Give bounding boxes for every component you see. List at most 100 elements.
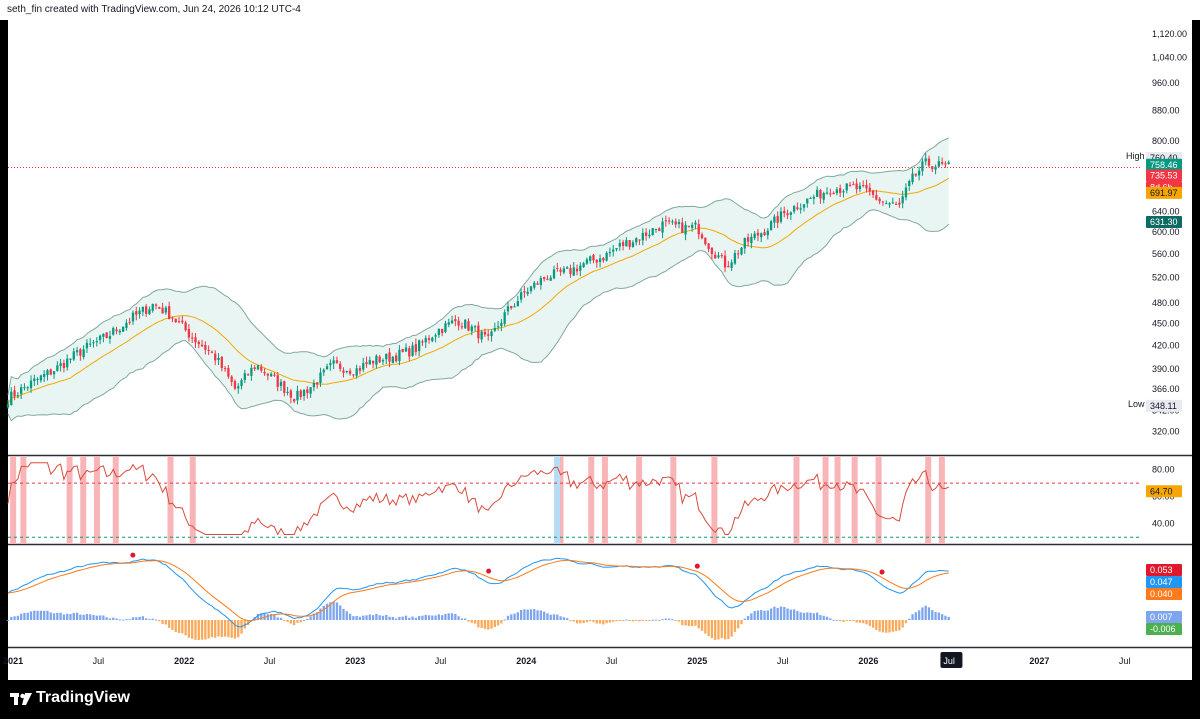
- candle-body: [612, 249, 615, 252]
- price-axis-tick: 420.00: [1152, 340, 1180, 350]
- candle-body: [253, 367, 256, 370]
- candle-body: [575, 268, 579, 272]
- candle-body: [700, 234, 704, 239]
- candle-body: [944, 163, 947, 165]
- candle-body: [697, 224, 700, 235]
- macd-histogram-bar: [832, 619, 835, 621]
- macd-histogram-bar: [753, 611, 756, 620]
- macd-cross-dot: [130, 552, 136, 558]
- last-price-value: 735.53: [1150, 171, 1178, 181]
- macd-histogram-bar: [306, 618, 309, 620]
- candle-body: [796, 207, 799, 210]
- macd-histogram-bar: [760, 610, 763, 620]
- macd-histogram-bar: [378, 615, 381, 620]
- candle-body: [447, 322, 450, 325]
- candle-body: [677, 222, 681, 225]
- macd-histogram-bar: [677, 620, 681, 622]
- macd-histogram-bar: [496, 620, 500, 626]
- macd-histogram-bar: [917, 610, 921, 620]
- time-axis-tick: 2024: [516, 656, 536, 666]
- macd-histogram-bar: [631, 620, 635, 622]
- rsi-overbought-highlight: [938, 456, 945, 544]
- candle-body: [569, 268, 572, 275]
- macd-histogram-bar: [651, 619, 654, 621]
- macd-histogram-bar: [411, 616, 414, 620]
- candle-body: [464, 319, 467, 329]
- candle-body: [138, 310, 141, 315]
- macd-histogram-bar: [325, 603, 329, 620]
- macd-histogram-bar: [470, 620, 473, 623]
- macd-histogram-bar: [398, 616, 401, 620]
- candle-body: [312, 382, 316, 388]
- macd-histogram-bar: [460, 618, 464, 620]
- candle-body: [29, 380, 33, 389]
- macd-histogram-bar: [355, 616, 358, 620]
- candle-body: [894, 203, 898, 205]
- macd-histogram-bar: [95, 615, 98, 620]
- macd-histogram-bar: [427, 615, 431, 620]
- macd-histogram-bar: [329, 602, 332, 620]
- candle-body: [260, 366, 263, 371]
- macd-histogram-bar: [286, 620, 289, 622]
- candle-body: [756, 232, 760, 236]
- candle-body: [556, 267, 559, 269]
- macd-histogram-bar: [727, 620, 730, 640]
- macd-histogram-bar: [164, 620, 168, 625]
- price-axis-tick: 800.00: [1152, 136, 1180, 146]
- rsi-overbought-highlight: [112, 456, 119, 544]
- candle-body: [608, 252, 612, 254]
- time-axis-tick: Jul: [93, 656, 105, 666]
- candle-body: [628, 240, 631, 247]
- candle-body: [36, 378, 39, 380]
- candle-body: [506, 306, 510, 312]
- candle-body: [118, 330, 121, 333]
- time-axis-tick: Jul: [435, 656, 447, 666]
- low-value: 348.11: [1150, 401, 1177, 411]
- macd-histogram-bar: [602, 620, 605, 625]
- candle-body: [151, 303, 154, 311]
- macd-histogram-bar: [904, 620, 908, 624]
- macd-histogram-bar: [207, 620, 210, 639]
- candle-body: [855, 183, 858, 190]
- macd-histogram-bar: [138, 616, 141, 620]
- macd-histogram-bar: [69, 614, 72, 620]
- macd-histogram-bar: [339, 605, 342, 620]
- macd-histogram-bar: [779, 606, 783, 620]
- macd-value-a: 0.053: [1150, 565, 1173, 575]
- candle-body: [62, 362, 66, 368]
- candle-body: [539, 278, 543, 286]
- chart-canvas[interactable]: 1,120.00 1,040.00 960.00 880.00 800.00 640.00…: [0, 20, 1200, 680]
- candle-body: [401, 349, 404, 352]
- macd-histogram-bar: [519, 609, 523, 620]
- macd-histogram-bar: [598, 620, 602, 624]
- macd-histogram-bar: [105, 617, 108, 620]
- macd-histogram-bar: [533, 609, 536, 620]
- candle-body: [52, 371, 56, 375]
- candle-body: [750, 236, 753, 244]
- macd-histogram-bar: [230, 620, 233, 638]
- macd-histogram-bar: [385, 614, 388, 620]
- candle-body: [365, 362, 368, 365]
- macd-histogram-bar: [674, 620, 677, 621]
- candle-body: [191, 337, 194, 339]
- time-axis-tick: 2022: [174, 656, 194, 666]
- macd-histogram-bar: [227, 620, 230, 638]
- macd-histogram-bar: [450, 613, 454, 620]
- candle-body: [371, 360, 375, 364]
- macd-histogram-bar: [85, 613, 89, 620]
- macd-histogram-bar: [168, 620, 171, 628]
- rsi-overbought-highlight: [80, 456, 87, 544]
- candle-body: [483, 331, 487, 335]
- candle-body: [848, 184, 852, 186]
- rsi-overbought-highlight: [588, 456, 595, 544]
- macd-histogram-bar: [710, 620, 714, 639]
- macd-histogram-bar: [756, 610, 760, 620]
- macd-histogram-bar: [401, 616, 404, 620]
- candle-body: [582, 263, 585, 268]
- candle-body: [875, 195, 878, 200]
- macd-histogram-bar: [661, 619, 664, 621]
- candle-body: [161, 307, 164, 314]
- macd-histogram-bar: [108, 618, 112, 620]
- macd-cross-dot: [879, 569, 885, 575]
- macd-histogram-bar: [158, 620, 161, 622]
